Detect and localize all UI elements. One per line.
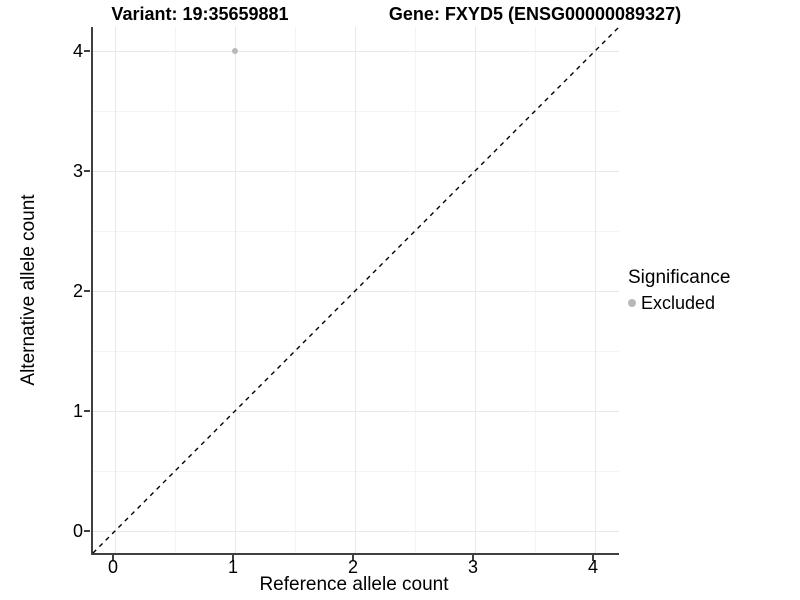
minor-gridline-vertical: [175, 27, 176, 553]
variant-title: Variant: 19:35659881: [111, 4, 289, 24]
x-tick-label: 3: [467, 557, 478, 577]
minor-gridline-vertical: [415, 27, 416, 553]
y-tick-label: 4: [72, 41, 83, 61]
x-axis-title: Reference allele count: [259, 574, 449, 595]
y-axis-title: Alternative allele count: [18, 194, 39, 386]
y-tick-mark: [84, 410, 90, 412]
minor-gridline-vertical: [295, 27, 296, 553]
x-tick-mark: [352, 555, 354, 561]
identity-reference-line: [92, 26, 620, 554]
minor-gridline-horizontal: [93, 471, 619, 472]
y-tick-label: 0: [72, 521, 83, 541]
major-gridline-horizontal: [93, 171, 619, 172]
y-tick-label: 1: [72, 401, 83, 421]
y-tick-label: 2: [72, 281, 83, 301]
x-tick-label: 4: [587, 557, 598, 577]
legend: Significance Excluded: [628, 266, 730, 314]
scatter-point: [232, 48, 238, 54]
major-gridline-vertical: [475, 27, 476, 553]
legend-entry-excluded: Excluded: [628, 292, 730, 314]
minor-gridline-horizontal: [93, 111, 619, 112]
excluded-marker-dot-icon: [628, 299, 636, 307]
x-tick-label: 1: [227, 557, 238, 577]
major-gridline-horizontal: [93, 411, 619, 412]
minor-gridline-vertical: [535, 27, 536, 553]
major-gridline-horizontal: [93, 291, 619, 292]
y-tick-mark: [84, 530, 90, 532]
y-tick-label: 3: [72, 161, 83, 181]
gene-title: Gene: FXYD5 (ENSG00000089327): [388, 4, 682, 24]
x-tick-label: 0: [107, 557, 118, 577]
legend-entry-label: Excluded: [641, 293, 716, 313]
x-tick-mark: [232, 555, 234, 561]
minor-gridline-horizontal: [93, 351, 619, 352]
major-gridline-vertical: [595, 27, 596, 553]
minor-gridline-horizontal: [93, 231, 619, 232]
legend-title: Significance: [628, 267, 731, 288]
x-tick-mark: [592, 555, 594, 561]
y-tick-mark: [84, 50, 90, 52]
x-tick-mark: [472, 555, 474, 561]
y-tick-mark: [84, 170, 90, 172]
x-tick-mark: [112, 555, 114, 561]
y-tick-mark: [84, 290, 90, 292]
major-gridline-horizontal: [93, 531, 619, 532]
x-tick-label: 2: [347, 557, 358, 577]
major-gridline-vertical: [235, 27, 236, 553]
major-gridline-vertical: [115, 27, 116, 553]
plot-panel: [91, 26, 620, 555]
major-gridline-horizontal: [93, 51, 619, 52]
